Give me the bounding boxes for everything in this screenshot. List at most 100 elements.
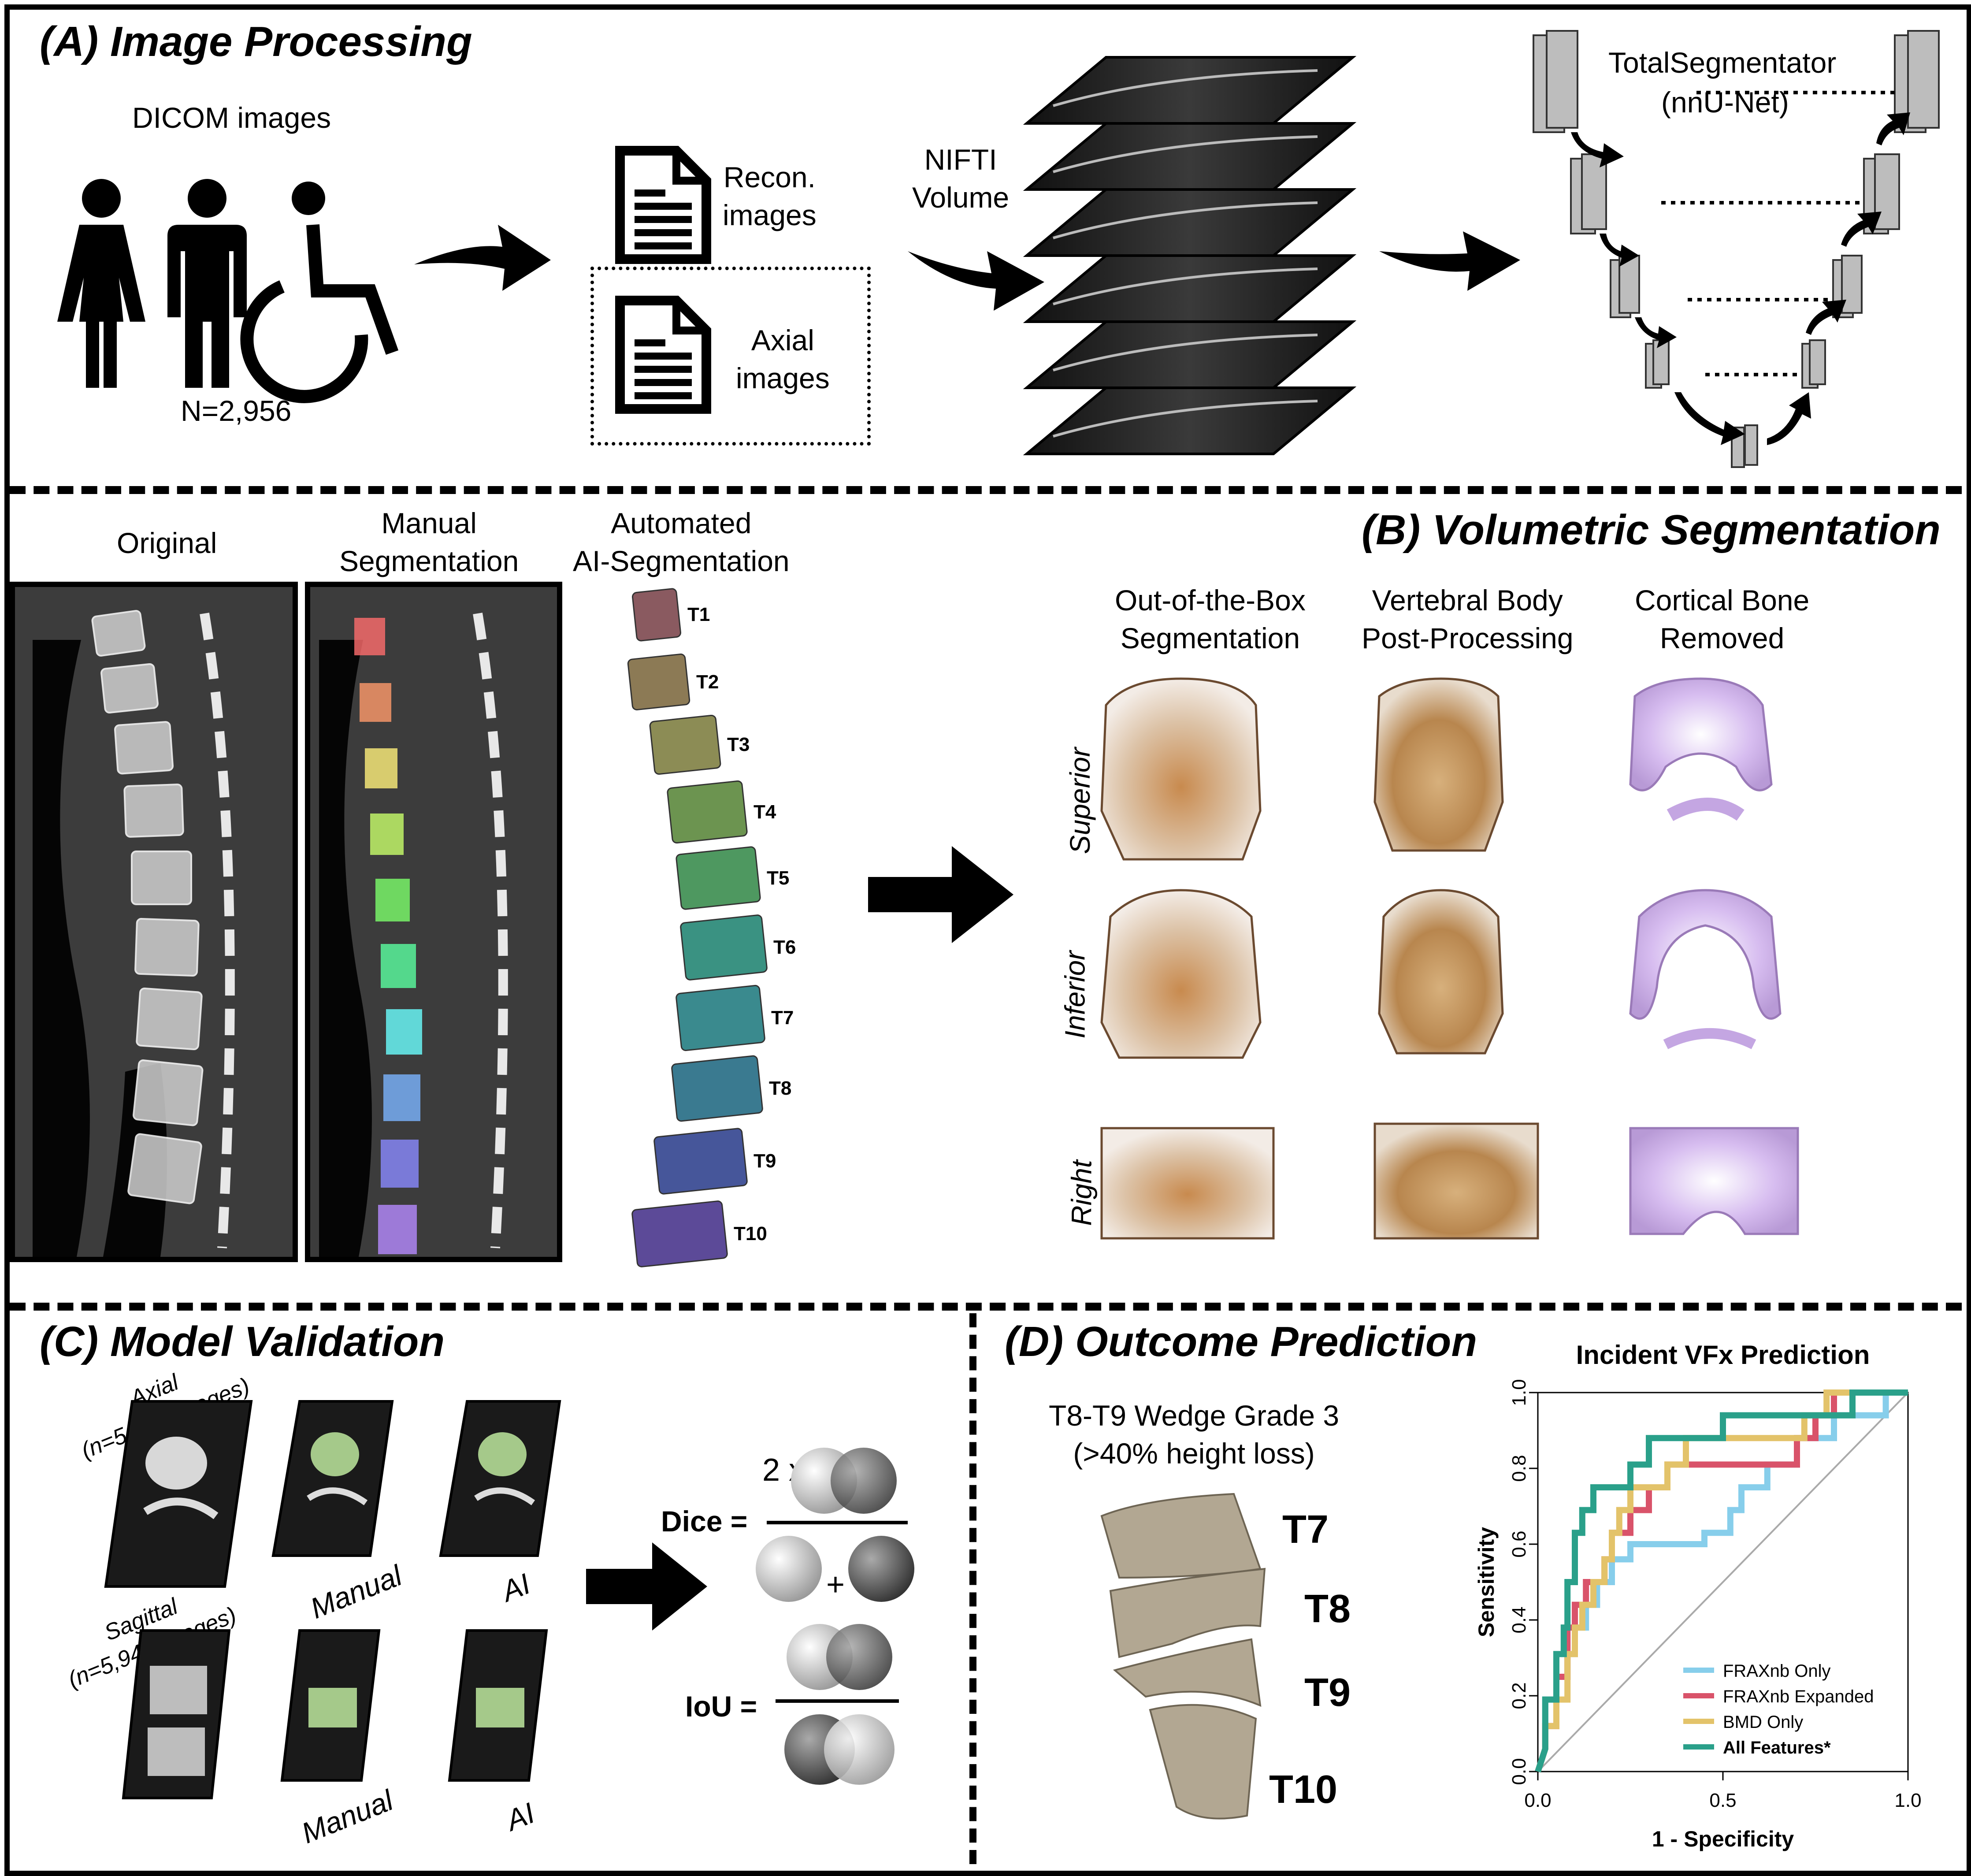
ai-seg-label-t7: T7 <box>771 1007 794 1029</box>
x-tick-label: 1.0 <box>1894 1790 1921 1811</box>
ai-seg-t8 <box>671 1055 763 1122</box>
render-post-right <box>1373 1122 1539 1240</box>
row-superior-label: Superior <box>1064 747 1096 854</box>
y-tick-label: 0.8 <box>1508 1455 1530 1482</box>
axial-document-icon <box>615 296 711 414</box>
volumetric-renders <box>1100 677 1799 1240</box>
roc-chart: Incident VFx Prediction 0.0 0.2 0.4 0.6 0.8 1.… <box>1474 1340 1922 1851</box>
ai-seg-t6 <box>680 914 768 981</box>
y-tick-label: 0.6 <box>1508 1531 1530 1557</box>
people-icons <box>57 179 399 403</box>
ai-segmentation-stack <box>627 588 768 1267</box>
manual-seg-t5 <box>375 879 410 921</box>
divider-c-d <box>969 1313 976 1864</box>
sum-icon <box>756 1536 914 1602</box>
ai-seg-label-t10: T10 <box>734 1223 767 1244</box>
manual-seg-t6 <box>381 944 416 988</box>
axial-ai-slice <box>439 1400 561 1557</box>
divider-a-b <box>10 486 1962 494</box>
x-tick-label: 0.5 <box>1709 1790 1736 1811</box>
ai-seg-t4 <box>667 780 748 844</box>
case-label: T8-T9 Wedge Grade 3 (>40% height loss) <box>1049 1399 1340 1470</box>
ai-seg-label-t6: T6 <box>773 936 796 958</box>
x-tick-label: 0.0 <box>1524 1790 1551 1811</box>
ai-seg-t2 <box>627 654 690 710</box>
vertebra-t10-render <box>1149 1704 1257 1820</box>
legend-label: FRAXnb Only <box>1723 1661 1831 1681</box>
vertebra-t7-render <box>1100 1493 1262 1579</box>
col-original-label: Original <box>117 527 217 559</box>
union-icon <box>784 1714 895 1785</box>
manual-seg-t10 <box>378 1205 417 1254</box>
manual-seg-t4 <box>370 814 404 855</box>
spine-render <box>1100 1493 1266 1820</box>
encoder-block-2 <box>1570 153 1607 234</box>
arrow-icon <box>908 251 1044 311</box>
level-t10: T10 <box>1269 1768 1338 1812</box>
ai-seg-t1 <box>632 588 681 642</box>
chart-title: Incident VFx Prediction <box>1576 1340 1870 1370</box>
manual-seg-t1 <box>354 618 385 655</box>
manual-seg-t8 <box>383 1074 420 1121</box>
ai-seg-t9 <box>653 1128 748 1195</box>
axial-label: Axial images <box>736 324 830 394</box>
model-name: TotalSegmentator <box>1608 46 1837 79</box>
sagittal-ai-slice <box>448 1629 548 1782</box>
intersection-icon <box>791 1448 897 1514</box>
manual-seg-t3 <box>365 748 397 788</box>
y-tick-label: 1.0 <box>1508 1379 1530 1406</box>
recon-label: Recon. images <box>723 161 817 231</box>
y-tick-label: 0.2 <box>1508 1682 1530 1709</box>
vertebra-t9-render <box>1113 1638 1262 1707</box>
divider-b-cd <box>10 1303 1962 1311</box>
render-box-inferior <box>1100 889 1262 1059</box>
panel-d-title: (D) Outcome Prediction <box>1005 1318 1477 1365</box>
woman-icon <box>57 179 145 388</box>
ai-seg-label-t4: T4 <box>754 801 776 823</box>
overlap-formula <box>756 1448 914 1785</box>
roc-series-all-features <box>1535 1389 1908 1773</box>
validation-slices <box>104 1400 561 1799</box>
ai-seg-label-t1: T1 <box>687 604 710 625</box>
unet-diagram <box>1533 30 1940 468</box>
slice-2 <box>1023 122 1357 191</box>
ai-seg-label-t3: T3 <box>727 734 750 755</box>
dicom-label: DICOM images <box>132 101 331 134</box>
render-box-superior <box>1100 677 1262 861</box>
encoder-block-1 <box>1533 30 1578 133</box>
legend-label: All Features* <box>1723 1738 1831 1757</box>
axial-manual-slice <box>271 1400 394 1557</box>
n-label: N=2,956 <box>181 394 292 427</box>
slice-1 <box>1023 56 1357 125</box>
manual-segmentation-image <box>305 582 562 1262</box>
arrow-icon <box>868 846 1013 943</box>
slice-5 <box>1023 320 1357 389</box>
axial-images-box <box>590 267 871 446</box>
level-t9: T9 <box>1304 1671 1351 1715</box>
render-cortical-inferior <box>1629 889 1782 1049</box>
sagittal-manual-slice <box>280 1629 381 1782</box>
col-cortical-label: Cortical Bone Removed <box>1635 584 1810 654</box>
nifti-volume-stack <box>1023 56 1357 455</box>
ai-seg-label-t8: T8 <box>769 1077 792 1099</box>
decoder-block-4 <box>1801 339 1826 389</box>
ai-seg-t3 <box>649 714 721 775</box>
axial-original-slice <box>104 1400 253 1588</box>
y-axis-label: Sensitivity <box>1474 1527 1499 1637</box>
original-ct-image <box>10 582 298 1262</box>
render-post-superior <box>1373 677 1504 852</box>
ai-seg-t7 <box>676 984 765 1051</box>
col-manual-label: Manual Segmentation <box>339 507 519 577</box>
iou-intersection-icon <box>787 1624 892 1690</box>
render-box-right <box>1100 1127 1275 1240</box>
render-cortical-superior <box>1629 677 1773 821</box>
col-box-label: Out-of-the-Box Segmentation <box>1115 584 1306 654</box>
panel-a-title: (A) Image Processing <box>40 18 472 65</box>
manual-seg-t7 <box>386 1009 422 1055</box>
y-tick-label: 0.4 <box>1508 1606 1530 1633</box>
encoder-block-3 <box>1610 255 1640 318</box>
y-tick-label: 0.0 <box>1508 1758 1530 1785</box>
manual-seg-t2 <box>360 683 391 722</box>
arrow-icon <box>414 225 551 291</box>
level-t8: T8 <box>1304 1587 1351 1631</box>
